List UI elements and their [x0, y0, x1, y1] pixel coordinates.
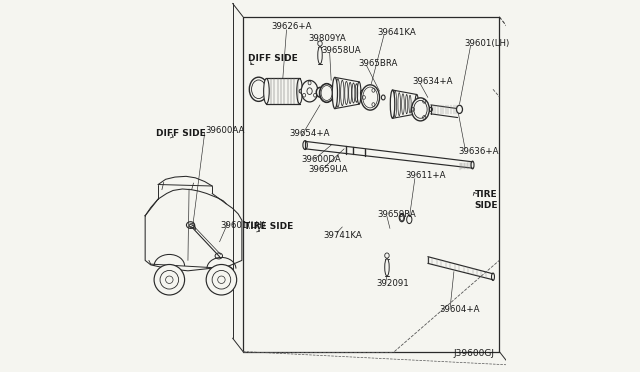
Ellipse shape — [360, 90, 365, 96]
Text: 39634+A: 39634+A — [412, 77, 452, 86]
Ellipse shape — [385, 253, 389, 258]
Ellipse shape — [154, 264, 184, 295]
Text: 39600AA: 39600AA — [205, 126, 244, 135]
Text: 39626+A: 39626+A — [271, 22, 312, 31]
Text: 39611+A: 39611+A — [406, 171, 446, 180]
Ellipse shape — [250, 77, 268, 101]
Ellipse shape — [406, 215, 412, 224]
Text: 39604+A: 39604+A — [440, 305, 480, 314]
Text: 39809YA: 39809YA — [309, 34, 347, 43]
Text: 39601(LH): 39601(LH) — [465, 39, 509, 48]
Text: 39654+A: 39654+A — [289, 129, 330, 138]
Text: 39601(LH): 39601(LH) — [220, 221, 266, 230]
Text: 39636+A: 39636+A — [458, 147, 499, 155]
Text: TIRE
SIDE: TIRE SIDE — [475, 190, 499, 210]
Ellipse shape — [385, 259, 389, 276]
Text: 39659RA: 39659RA — [378, 210, 417, 219]
Ellipse shape — [301, 80, 318, 102]
Ellipse shape — [361, 85, 380, 110]
Text: 39659UA: 39659UA — [308, 165, 348, 174]
Ellipse shape — [399, 214, 404, 222]
Ellipse shape — [332, 77, 337, 109]
Ellipse shape — [456, 105, 463, 113]
Text: DIFF SIDE: DIFF SIDE — [248, 54, 298, 63]
Ellipse shape — [318, 41, 322, 46]
Text: 39600DA: 39600DA — [301, 155, 341, 164]
Text: 392091: 392091 — [376, 279, 410, 288]
Text: J39600GJ: J39600GJ — [453, 349, 494, 358]
Text: 39658UA: 39658UA — [321, 46, 361, 55]
Ellipse shape — [319, 84, 334, 102]
Text: 3965BRA: 3965BRA — [358, 59, 397, 68]
Text: TIRE SIDE: TIRE SIDE — [244, 222, 293, 231]
Text: 39641KA: 39641KA — [378, 28, 417, 37]
Ellipse shape — [318, 46, 322, 64]
Ellipse shape — [412, 98, 429, 121]
Ellipse shape — [390, 90, 395, 118]
Text: 39741KA: 39741KA — [324, 231, 362, 240]
Ellipse shape — [264, 78, 269, 104]
Text: DIFF SIDE: DIFF SIDE — [156, 129, 206, 138]
Ellipse shape — [316, 87, 324, 97]
Ellipse shape — [206, 264, 237, 295]
